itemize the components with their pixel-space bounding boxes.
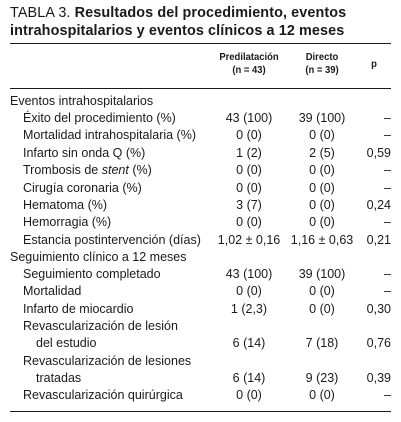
row-label: Revascularización de lesiones bbox=[23, 354, 192, 368]
cell-predilatacion: 1 (2,3) bbox=[230, 302, 268, 316]
header-p-label: p bbox=[371, 58, 377, 70]
header-predilatacion-n: (n = 43) bbox=[232, 64, 266, 76]
cell-p: – bbox=[384, 215, 391, 229]
cell-p: – bbox=[384, 181, 391, 195]
cell-directo: 0 (0) bbox=[309, 198, 335, 212]
cell-predilatacion: 6 (14) bbox=[232, 371, 266, 385]
cell-p: – bbox=[384, 284, 391, 298]
header-rule bbox=[10, 88, 391, 89]
table-number: TABLA 3. bbox=[10, 4, 71, 21]
cell-p: 0,59 bbox=[366, 146, 391, 160]
bottom-rule bbox=[10, 411, 391, 412]
table-caption: Resultados del procedimiento, eventos in… bbox=[10, 4, 347, 39]
table-row: Mortalidad intrahospitalaria (%) 0 (0) 0… bbox=[10, 127, 391, 144]
row-label: Estancia postintervención (días) bbox=[23, 233, 201, 247]
cell-directo: 0 (0) bbox=[309, 388, 335, 402]
table-row: Cirugía coronaria (%) 0 (0) 0 (0) – bbox=[10, 180, 391, 197]
cell-p: 0,24 bbox=[366, 198, 391, 212]
section-title-row: Eventos intrahospitalarios bbox=[10, 93, 391, 110]
cell-predilatacion: 43 (100) bbox=[225, 267, 273, 281]
table-row: Éxito del procedimiento (%) 43 (100) 39 … bbox=[10, 110, 391, 127]
row-label: Revascularización quirúrgica bbox=[23, 388, 183, 402]
row-label-italic: stent bbox=[101, 163, 129, 177]
cell-p: – bbox=[384, 111, 391, 125]
cell-p: 0,39 bbox=[366, 371, 391, 385]
cell-predilatacion: 0 (0) bbox=[236, 284, 262, 298]
cell-directo: 2 (5) bbox=[309, 146, 335, 160]
cell-directo: 39 (100) bbox=[298, 267, 346, 281]
cell-directo: 39 (100) bbox=[298, 111, 346, 125]
cell-p: 0,30 bbox=[366, 302, 391, 316]
cell-predilatacion: 1,02 ± 0,16 bbox=[217, 233, 281, 247]
row-label: Mortalidad bbox=[23, 284, 82, 298]
cell-directo: 0 (0) bbox=[309, 215, 335, 229]
table-row: Mortalidad 0 (0) 0 (0) – bbox=[10, 283, 391, 300]
row-label: Hematoma (%) bbox=[23, 198, 108, 212]
row-label: Infarto sin onda Q (%) bbox=[23, 146, 146, 160]
cell-p: – bbox=[384, 388, 391, 402]
cell-predilatacion: 43 (100) bbox=[225, 111, 273, 125]
header-predilatacion-label: Predilatación bbox=[219, 51, 279, 63]
table-row: Revascularización quirúrgica 0 (0) 0 (0)… bbox=[10, 387, 391, 404]
cell-predilatacion: 0 (0) bbox=[236, 128, 262, 142]
header-predilatacion: Predilatación (n = 43) bbox=[211, 51, 287, 77]
table-row: Infarto sin onda Q (%) 1 (2) 2 (5) 0,59 bbox=[10, 145, 391, 162]
cell-predilatacion: 3 (7) bbox=[236, 198, 262, 212]
row-label-continued: tratadas bbox=[36, 371, 82, 385]
table-row: tratadas 6 (14) 9 (23) 0,39 bbox=[10, 370, 391, 387]
table-row: Trombosis de stent (%) 0 (0) 0 (0) – bbox=[10, 162, 391, 179]
row-label: Cirugía coronaria (%) bbox=[23, 181, 142, 195]
cell-directo: 0 (0) bbox=[309, 128, 335, 142]
row-label-text: Trombosis de bbox=[23, 163, 102, 177]
cell-directo: 0 (0) bbox=[309, 181, 335, 195]
cell-predilatacion: 0 (0) bbox=[236, 181, 262, 195]
table-row: Seguimiento completado 43 (100) 39 (100)… bbox=[10, 266, 391, 283]
section-title-row: Seguimiento clínico a 12 meses bbox=[10, 249, 391, 266]
cell-predilatacion: 6 (14) bbox=[232, 336, 266, 350]
table-row-label-line: Revascularización de lesión bbox=[10, 318, 391, 335]
cell-p: 0,76 bbox=[366, 336, 391, 350]
table-row: Estancia postintervención (días) 1,02 ± … bbox=[10, 232, 391, 249]
table-row: Hemorragia (%) 0 (0) 0 (0) – bbox=[10, 214, 391, 231]
header-directo: Directo (n = 39) bbox=[284, 51, 360, 77]
cell-predilatacion: 0 (0) bbox=[236, 388, 262, 402]
cell-directo: 0 (0) bbox=[309, 302, 335, 316]
header-directo-n: (n = 39) bbox=[305, 64, 339, 76]
cell-predilatacion: 0 (0) bbox=[236, 163, 262, 177]
row-label: Mortalidad intrahospitalaria (%) bbox=[23, 128, 196, 142]
cell-directo: 9 (23) bbox=[305, 371, 339, 385]
cell-predilatacion: 0 (0) bbox=[236, 215, 262, 229]
section-title: Eventos intrahospitalarios bbox=[10, 94, 154, 108]
cell-p: 0,21 bbox=[366, 233, 391, 247]
table-row: del estudio 6 (14) 7 (18) 0,76 bbox=[10, 335, 391, 352]
row-label-continued: del estudio bbox=[36, 336, 97, 350]
row-label: Infarto de miocardio bbox=[23, 302, 134, 316]
header-directo-label: Directo bbox=[305, 51, 339, 63]
row-label: Éxito del procedimiento (%) bbox=[23, 111, 176, 125]
row-label: Hemorragia (%) bbox=[23, 215, 112, 229]
top-rule bbox=[10, 43, 391, 44]
row-label-unit: (%) bbox=[128, 163, 152, 177]
table-row: Hematoma (%) 3 (7) 0 (0) 0,24 bbox=[10, 197, 391, 214]
table-row-label-line: Revascularización de lesiones bbox=[10, 353, 391, 370]
cell-p: – bbox=[384, 267, 391, 281]
table-row: Infarto de miocardio 1 (2,3) 0 (0) 0,30 bbox=[10, 301, 391, 318]
table-title: TABLA 3. Resultados del procedimiento, e… bbox=[10, 4, 382, 40]
cell-p: – bbox=[384, 163, 391, 177]
row-label: Revascularización de lesión bbox=[23, 319, 178, 333]
row-label: Seguimiento completado bbox=[23, 267, 161, 281]
header-p: p bbox=[365, 58, 383, 71]
cell-directo: 7 (18) bbox=[305, 336, 339, 350]
section-title: Seguimiento clínico a 12 meses bbox=[10, 250, 187, 264]
cell-directo: 0 (0) bbox=[309, 284, 335, 298]
cell-p: – bbox=[384, 128, 391, 142]
cell-directo: 0 (0) bbox=[309, 163, 335, 177]
cell-predilatacion: 1 (2) bbox=[236, 146, 262, 160]
row-label: Trombosis de stent (%) bbox=[23, 162, 152, 179]
cell-directo: 1,16 ± 0,63 bbox=[290, 233, 354, 247]
